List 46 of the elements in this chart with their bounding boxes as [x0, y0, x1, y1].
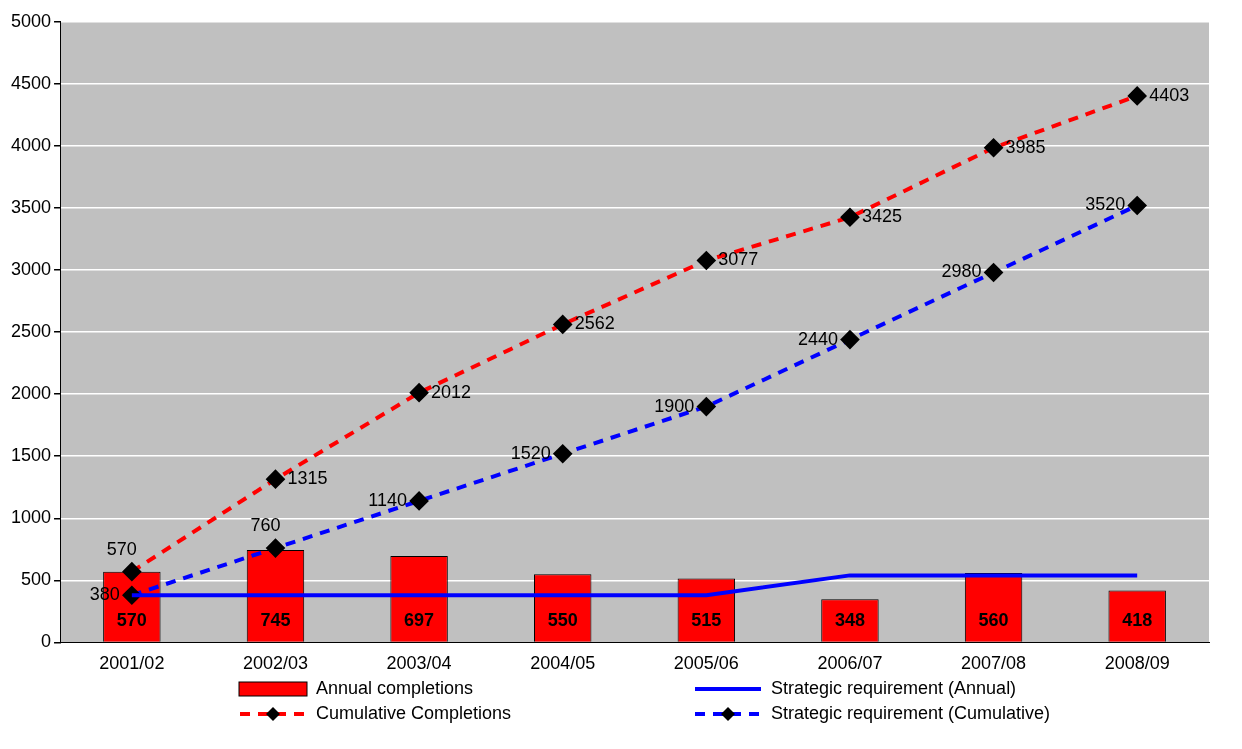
y-tick-label: 2500	[11, 321, 52, 342]
legend-label: Strategic requirement (Annual)	[771, 678, 1017, 699]
x-tick-label: 2005/06	[673, 653, 739, 674]
x-tick-label: 2006/07	[817, 653, 883, 674]
data-label: 3520	[1085, 194, 1126, 215]
x-tick-label: 2001/02	[99, 653, 165, 674]
data-label: 570	[116, 610, 147, 631]
data-label: 2562	[574, 313, 615, 334]
y-tick-label: 0	[41, 631, 52, 652]
y-tick-label: 2000	[11, 383, 52, 404]
data-label: 4403	[1149, 84, 1190, 105]
x-tick-label: 2003/04	[386, 653, 452, 674]
x-tick-label: 2004/05	[530, 653, 596, 674]
data-label: 760	[250, 515, 281, 536]
data-label: 1315	[287, 468, 328, 489]
data-label: 2440	[797, 328, 838, 349]
y-tick-label: 3500	[11, 196, 52, 217]
x-tick-label: 2007/08	[961, 653, 1027, 674]
y-tick-label: 1000	[11, 507, 52, 528]
legend-label: Cumulative Completions	[316, 703, 512, 724]
data-label: 418	[1122, 610, 1153, 631]
data-label: 348	[834, 610, 865, 631]
data-label: 3425	[861, 206, 902, 227]
x-tick-label: 2008/09	[1104, 653, 1170, 674]
data-label: 697	[404, 610, 435, 631]
data-label: 1520	[510, 442, 551, 463]
y-tick-label: 4000	[11, 134, 52, 155]
data-label: 515	[691, 610, 722, 631]
data-label: 3077	[718, 249, 759, 270]
y-tick-label: 1500	[11, 445, 52, 466]
y-tick-label: 4500	[11, 72, 52, 93]
data-label: 550	[547, 610, 578, 631]
legend-label: Strategic requirement (Cumulative)	[771, 703, 1051, 724]
data-label: 1140	[368, 489, 408, 510]
data-label: 2012	[431, 381, 472, 402]
data-label: 3985	[1005, 136, 1046, 157]
y-tick-label: 500	[21, 569, 52, 590]
data-label: 1900	[654, 395, 695, 416]
data-label: 745	[260, 610, 291, 631]
y-tick-label: 3000	[11, 259, 52, 280]
data-label: 2980	[941, 261, 982, 282]
legend-label: Annual completions	[316, 678, 474, 699]
data-label: 560	[978, 610, 1009, 631]
data-label: 570	[106, 538, 137, 559]
y-tick-label: 5000	[11, 10, 52, 31]
x-tick-label: 2002/03	[242, 653, 309, 674]
